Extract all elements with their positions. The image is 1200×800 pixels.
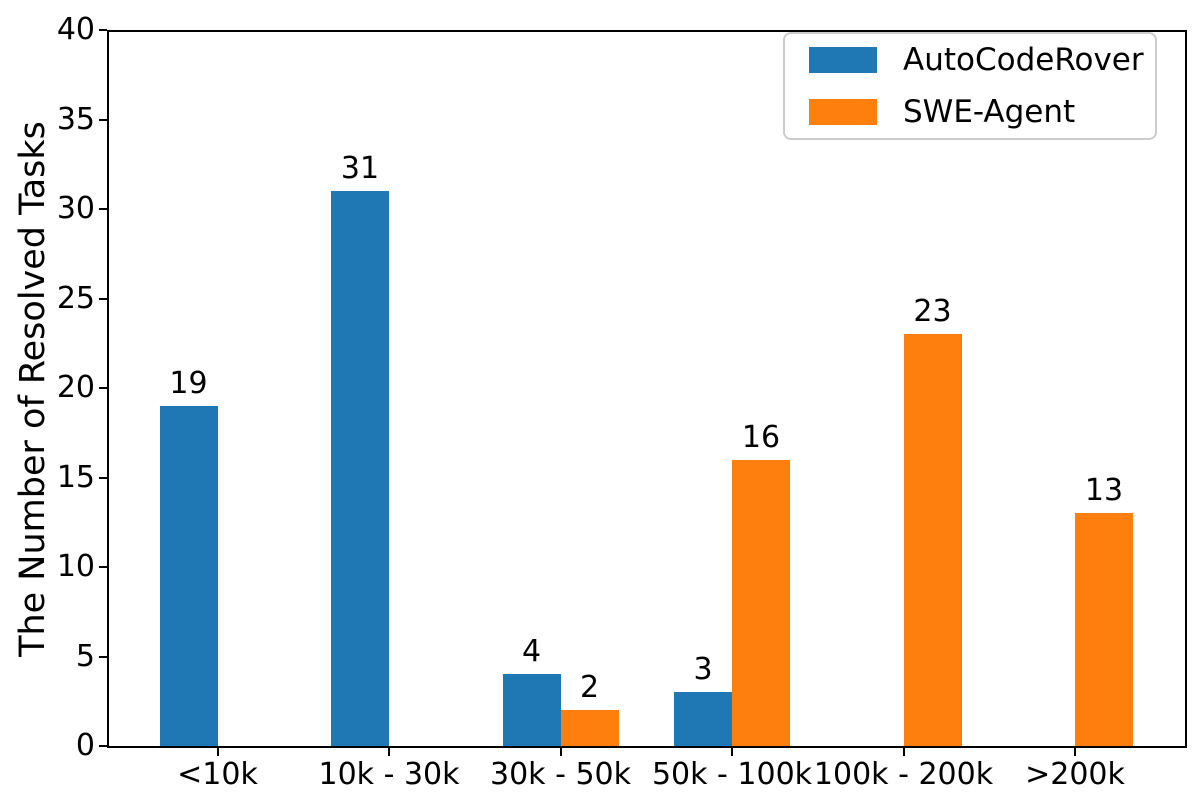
y-tick-mark [99,476,107,479]
y-tick-label: 40 [56,12,95,47]
x-tick-mark [1074,748,1076,756]
y-tick-mark [99,655,107,658]
y-tick-mark [99,566,107,568]
legend-swatch-swe-agent-icon [809,99,877,125]
bar-swe-agent-3 [732,459,790,746]
x-tick-label: 50k - 100k [651,757,813,792]
legend-label-swe-agent: SWE-Agent [903,94,1076,130]
bar-value-label: 3 [693,652,713,688]
x-tick-mark [388,748,390,756]
y-tick-mark [99,387,107,389]
y-tick-label: 5 [75,638,95,674]
bar-value-label: 2 [579,670,600,706]
y-tick-label: 15 [56,459,95,495]
y-tick-mark [99,745,107,747]
bar-swe-agent-4 [903,334,962,746]
y-tick-label: 10 [56,549,95,584]
x-tick-mark [731,748,733,756]
plot-area [107,30,1187,748]
y-tick-mark [99,297,107,300]
y-tick-label: 20 [56,370,95,405]
legend-swatch-autocoderover-icon [809,47,877,73]
bar-autocoderover-2 [502,674,561,746]
y-tick-mark [99,208,107,210]
x-tick-label: <10k [177,757,258,792]
bar-value-label: 19 [169,365,208,401]
x-tick-mark [216,748,219,756]
x-tick-label: >200k [1025,757,1125,792]
x-tick-label: 30k - 50k [490,757,631,792]
y-tick-label: 25 [56,280,95,316]
bar-value-label: 23 [913,294,952,330]
bar-value-label: 4 [521,634,542,670]
bar-value-label: 16 [741,419,781,455]
bar-value-label: 31 [340,151,380,187]
bar-autocoderover-0 [159,405,218,746]
bar-autocoderover-1 [331,191,389,746]
bar-swe-agent-5 [1075,513,1133,746]
bar-value-label: 13 [1084,473,1124,509]
legend-entry-autocoderover: AutoCodeRover [809,42,1155,78]
y-tick-label: 0 [75,728,95,763]
bar-swe-agent-2 [560,710,619,746]
x-tick-mark [902,748,905,756]
y-tick-mark [99,29,107,31]
legend-label-autocoderover: AutoCodeRover [903,42,1144,78]
y-tick-label: 35 [56,101,95,137]
y-tick-mark [99,118,107,121]
x-tick-label: 100k - 200k [813,757,994,792]
x-tick-label: 10k - 30k [318,757,460,792]
y-tick-label: 30 [56,191,95,226]
legend-entry-swe-agent: SWE-Agent [809,94,1155,130]
legend: AutoCodeRover SWE-Agent [783,32,1157,140]
bar-autocoderover-3 [674,692,732,746]
x-tick-mark [559,748,562,756]
